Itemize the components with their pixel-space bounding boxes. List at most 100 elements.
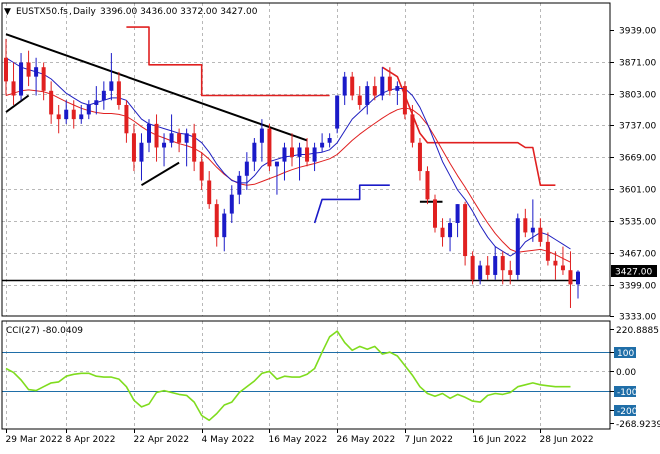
candle-body: [34, 67, 39, 77]
trendline: [5, 33, 308, 142]
candle-body: [267, 128, 272, 167]
cci-tick-label: 100: [617, 349, 634, 359]
candle-body: [274, 161, 279, 167]
cci-tick-label: -268.9239: [616, 420, 660, 430]
candle-body: [222, 213, 227, 238]
candle-body: [433, 199, 437, 228]
candle-body: [538, 227, 543, 242]
candle-body: [124, 104, 129, 134]
candle-body: [568, 270, 573, 285]
candle-body: [342, 76, 347, 96]
price-tick-label: 3803.00: [619, 91, 656, 101]
cci-levels: [2, 352, 610, 392]
candle-body: [199, 161, 204, 181]
candle-body: [297, 147, 302, 157]
candle-body: [252, 142, 257, 162]
candle-body: [485, 265, 490, 275]
time-axis-label: 26 May 2022: [337, 435, 396, 445]
candle-body: [4, 57, 8, 82]
candle-body: [417, 142, 422, 172]
cci-axis: 220.8885 100 0.00 -100 -200 -268.9239: [610, 326, 660, 430]
candle-body: [282, 147, 287, 162]
cci-panel-frame: [1, 320, 611, 430]
candle-body: [79, 114, 84, 120]
time-axis-label: 28 Jun 2022: [540, 435, 594, 445]
candle-body: [101, 90, 106, 101]
candle-body: [553, 260, 558, 266]
ohlc-label: 3396.00 3436.00 3372.00 3427.00: [100, 7, 258, 17]
candle-body: [11, 81, 16, 96]
candle-body: [56, 114, 61, 120]
candle-body: [19, 62, 24, 96]
candle-body: [312, 147, 317, 162]
candle-body: [500, 256, 505, 271]
candle-body: [214, 204, 219, 238]
cci-series-line: [5, 330, 571, 422]
price-panel-frame: [1, 2, 611, 317]
candle-body: [410, 114, 415, 143]
cci-level-tag-bg: [614, 347, 636, 358]
candle-body: [493, 256, 498, 275]
candle-body: [26, 62, 31, 77]
header-arrow-icon: ▼: [4, 7, 11, 17]
cci-tick-label: -200: [617, 407, 638, 417]
moving-averages: [5, 57, 571, 263]
candle-body: [560, 265, 565, 271]
candle-body: [478, 265, 483, 280]
cci-label: CCI(27) -80.0409: [6, 326, 83, 336]
time-axis-label: 16 May 2022: [269, 435, 328, 445]
candle-body: [335, 95, 340, 129]
price-tick-label: 3669.00: [619, 154, 656, 164]
symbol-timeframe-sep: ,: [69, 7, 72, 17]
candle-body: [530, 227, 535, 233]
timeframe-label: Daily: [73, 7, 96, 17]
time-axis: 29 Mar 2022 8 Apr 2022 22 Apr 2022 4 May 20…: [6, 429, 594, 445]
cci-level-tag-bg: [614, 386, 636, 397]
candle-body: [387, 76, 392, 91]
price-tick-label: 3939.00: [619, 27, 656, 37]
stop-line-red: [126, 26, 330, 97]
candle-body: [259, 128, 264, 143]
cci-level-tag-bg: [614, 405, 636, 416]
candle-body: [440, 227, 445, 238]
candle-body: [154, 123, 159, 148]
candles: [4, 38, 580, 308]
candle-body: [357, 95, 362, 105]
candle-body: [470, 256, 475, 280]
cci-panel: 220.8885 100 0.00 -100 -200 -268.9239 CCI(27)…: [1, 320, 660, 430]
price-tick-label: 3737.00: [619, 122, 656, 132]
trendlines: [5, 33, 443, 203]
stop-lines: [126, 26, 556, 224]
cci-tick-label: 0.00: [616, 368, 636, 378]
symbol-label: EUSTX50.fs: [16, 7, 68, 17]
candle-body: [131, 133, 136, 162]
current-price-tag-bg: [611, 265, 657, 277]
candle-body: [192, 133, 197, 162]
time-axis-label: 29 Mar 2022: [6, 435, 63, 445]
candle-body: [184, 133, 189, 143]
candle-body: [327, 138, 332, 143]
candle-body: [64, 109, 69, 120]
candle-body: [425, 171, 430, 200]
cci-line: [5, 330, 571, 422]
candle-body: [508, 270, 513, 275]
candle-body: [515, 218, 520, 275]
price-tick-label: 3333.00: [619, 313, 656, 323]
candle-body: [49, 90, 54, 115]
current-price-tag: 3427.00: [611, 265, 657, 278]
candle-body: [350, 76, 355, 96]
cci-tick-label: -100: [617, 388, 638, 398]
candle-body: [139, 142, 144, 162]
price-tick-label: 3871.00: [619, 59, 656, 69]
stop-line-blue: [313, 184, 390, 224]
candle-body: [305, 147, 310, 162]
trendline: [140, 161, 180, 187]
candle-body: [86, 104, 91, 115]
price-tick-label: 3535.00: [619, 218, 656, 228]
time-axis-label: 16 Jun 2022: [473, 435, 527, 445]
chart-header: ▼ EUSTX50.fs , Daily 3396.00 3436.00 337…: [4, 7, 258, 17]
stop-line-red: [381, 66, 556, 186]
